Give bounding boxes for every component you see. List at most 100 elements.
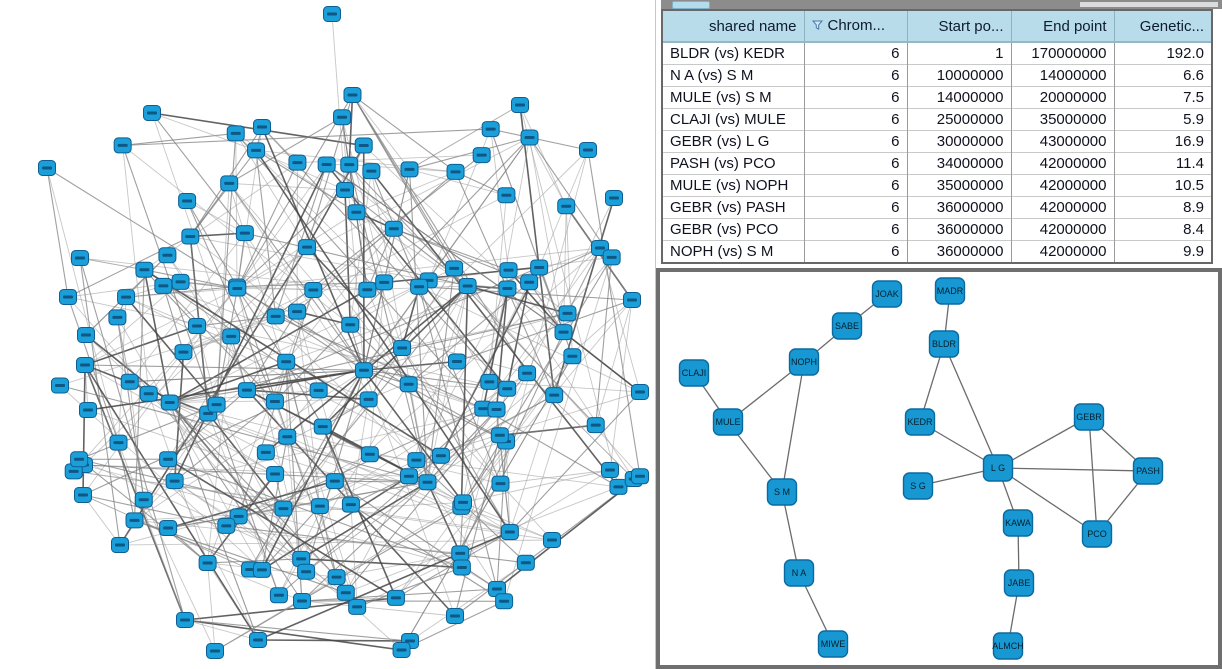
network-node[interactable]: [222, 328, 241, 345]
network-node[interactable]: [220, 175, 239, 192]
network-edge[interactable]: [587, 149, 641, 477]
network-node-bldr[interactable]: BLDR: [928, 330, 960, 358]
network-node[interactable]: [269, 587, 288, 604]
network-edge[interactable]: [184, 619, 402, 651]
network-node[interactable]: [256, 444, 275, 461]
network-node[interactable]: [171, 273, 190, 290]
table-cell[interactable]: GEBR (vs) L G: [663, 130, 804, 153]
table-cell[interactable]: 35000000: [906, 174, 1011, 197]
network-node[interactable]: [341, 316, 360, 333]
table-row[interactable]: CLAJI (vs) MULE 6 25000000 35000000 5.9: [663, 108, 1211, 131]
network-edge[interactable]: [82, 494, 121, 546]
network-edge[interactable]: [167, 480, 336, 529]
network-edge[interactable]: [370, 170, 501, 484]
network-node[interactable]: [310, 498, 329, 515]
network-edge[interactable]: [305, 481, 428, 573]
network-edge[interactable]: [216, 404, 307, 572]
network-edge[interactable]: [169, 402, 302, 560]
network-edge[interactable]: [82, 494, 227, 527]
network-node[interactable]: [333, 109, 352, 126]
network-edge[interactable]: [461, 299, 633, 508]
table-row[interactable]: MULE (vs) NOPH 6 35000000 42000000 10.5: [663, 174, 1211, 197]
network-edge[interactable]: [46, 167, 119, 443]
network-node[interactable]: [499, 262, 518, 279]
network-node[interactable]: [237, 382, 256, 399]
network-edge[interactable]: [427, 434, 501, 483]
table-cell[interactable]: 170000000: [1010, 41, 1114, 65]
network-edge[interactable]: [174, 480, 347, 594]
network-node[interactable]: [520, 129, 539, 146]
network-edge[interactable]: [82, 364, 86, 496]
table-cell[interactable]: 10000000: [906, 64, 1011, 87]
network-edge[interactable]: [261, 475, 410, 571]
network-edge[interactable]: [509, 391, 641, 533]
network-edge[interactable]: [67, 296, 307, 573]
network-edge[interactable]: [169, 361, 287, 404]
network-edge[interactable]: [508, 269, 568, 314]
network-node-s-g[interactable]: S G: [902, 472, 934, 500]
network-edge[interactable]: [427, 481, 498, 590]
network-node-joak[interactable]: JOAK: [871, 280, 903, 308]
table-cell[interactable]: 25000000: [906, 108, 1011, 131]
network-node-almch[interactable]: ALMCH: [992, 632, 1024, 660]
network-node[interactable]: [120, 373, 139, 390]
network-edge[interactable]: [236, 94, 353, 289]
network-node[interactable]: [174, 344, 193, 361]
table-row[interactable]: N A (vs) S M 6 10000000 14000000 6.6: [663, 64, 1211, 87]
network-node[interactable]: [348, 598, 367, 615]
table-cell[interactable]: 6: [803, 64, 907, 87]
network-node[interactable]: [76, 357, 94, 373]
network-edge[interactable]: [462, 441, 507, 503]
network-node-kedr[interactable]: KEDR: [904, 408, 936, 436]
network-edge[interactable]: [460, 285, 469, 507]
table-cell[interactable]: N A (vs) S M: [663, 64, 804, 87]
network-edge[interactable]: [503, 257, 613, 602]
network-node[interactable]: [347, 204, 366, 221]
network-node-madr[interactable]: MADR: [934, 277, 966, 305]
network-edge[interactable]: [162, 285, 185, 353]
table-cell[interactable]: MULE (vs) S M: [663, 86, 804, 109]
network-node[interactable]: [445, 260, 464, 277]
table-cell[interactable]: 43000000: [1010, 130, 1114, 153]
table-cell[interactable]: 5.9: [1113, 108, 1211, 131]
network-edge[interactable]: [116, 317, 131, 382]
network-edge[interactable]: [246, 311, 298, 391]
table-cell[interactable]: 6: [803, 218, 907, 241]
table-cell[interactable]: 6: [803, 86, 907, 109]
network-node[interactable]: [274, 500, 293, 517]
network-node[interactable]: [304, 281, 323, 298]
network-edge[interactable]: [169, 402, 303, 602]
network-node[interactable]: [278, 428, 297, 445]
network-edge[interactable]: [190, 236, 365, 371]
network-edge[interactable]: [312, 289, 365, 371]
network-edge[interactable]: [186, 200, 238, 287]
network-edge[interactable]: [261, 505, 321, 571]
network-edge[interactable]: [528, 281, 564, 333]
network-edge[interactable]: [67, 296, 508, 390]
network-edge[interactable]: [529, 137, 564, 333]
network-node[interactable]: [297, 563, 316, 580]
network-edge[interactable]: [46, 167, 238, 287]
table-cell[interactable]: CLAJI (vs) MULE: [663, 108, 804, 131]
network-edge[interactable]: [490, 128, 564, 333]
network-edge[interactable]: [78, 458, 208, 564]
column-header-genetic-distance[interactable]: Genetic...: [1113, 11, 1211, 43]
network-edge[interactable]: [368, 268, 455, 400]
network-edge[interactable]: [235, 133, 238, 287]
network-edge[interactable]: [345, 486, 619, 594]
network-edge[interactable]: [461, 506, 553, 541]
table-cell[interactable]: 20000000: [1010, 86, 1114, 109]
network-node[interactable]: [586, 417, 605, 434]
network-node[interactable]: [228, 280, 247, 297]
network-node[interactable]: [176, 612, 194, 628]
network-node[interactable]: [266, 308, 285, 325]
network-node[interactable]: [446, 163, 465, 180]
network-node[interactable]: [181, 228, 200, 245]
network-node[interactable]: [557, 198, 576, 215]
network-node-s-m[interactable]: S M: [766, 478, 798, 506]
network-edge[interactable]: [163, 285, 484, 410]
network-node-kawa[interactable]: KAWA: [1002, 509, 1034, 537]
network-edge[interactable]: [46, 167, 69, 298]
network-node[interactable]: [516, 554, 535, 571]
network-edge[interactable]: [352, 94, 528, 374]
